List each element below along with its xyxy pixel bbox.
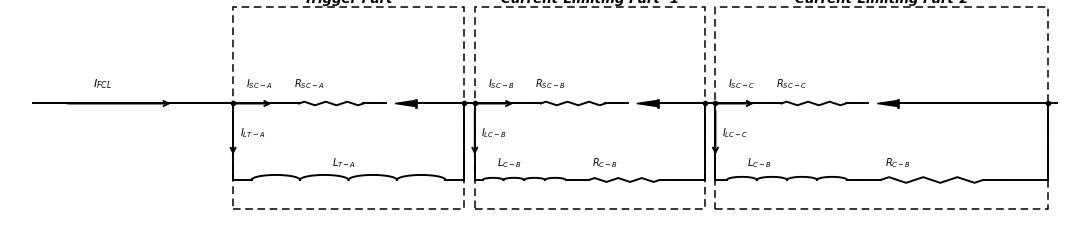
Text: Trigger Part: Trigger Part (305, 0, 392, 6)
Text: $R_{SC-B}$: $R_{SC-B}$ (535, 77, 566, 91)
Text: $I_{LC-C}$: $I_{LC-C}$ (722, 126, 748, 140)
Text: $R_{SC-C}$: $R_{SC-C}$ (776, 77, 808, 91)
Text: $L_{C-B}$: $L_{C-B}$ (496, 156, 521, 170)
Text: $I_{FCL}$: $I_{FCL}$ (93, 77, 113, 91)
Text: $R_{SC-A}$: $R_{SC-A}$ (294, 77, 324, 91)
Polygon shape (395, 100, 416, 107)
Text: $R_{C-B}$: $R_{C-B}$ (885, 156, 911, 170)
Polygon shape (636, 100, 658, 107)
Text: $I_{LC-B}$: $I_{LC-B}$ (481, 126, 507, 140)
Text: $I_{SC-B}$: $I_{SC-B}$ (488, 77, 515, 91)
Text: $I_{LT-A}$: $I_{LT-A}$ (240, 126, 264, 140)
Text: Current-Limiting Part-2: Current-Limiting Part-2 (795, 0, 969, 6)
Text: $R_{C-B}$: $R_{C-B}$ (592, 156, 618, 170)
Text: $I_{SC-C}$: $I_{SC-C}$ (728, 77, 756, 91)
Text: $L_{T-A}$: $L_{T-A}$ (332, 156, 357, 170)
Text: Current-Limiting Part -1: Current-Limiting Part -1 (501, 0, 679, 6)
Text: $I_{SC-A}$: $I_{SC-A}$ (246, 77, 272, 91)
Polygon shape (877, 100, 899, 107)
Text: $L_{C-B}$: $L_{C-B}$ (747, 156, 772, 170)
